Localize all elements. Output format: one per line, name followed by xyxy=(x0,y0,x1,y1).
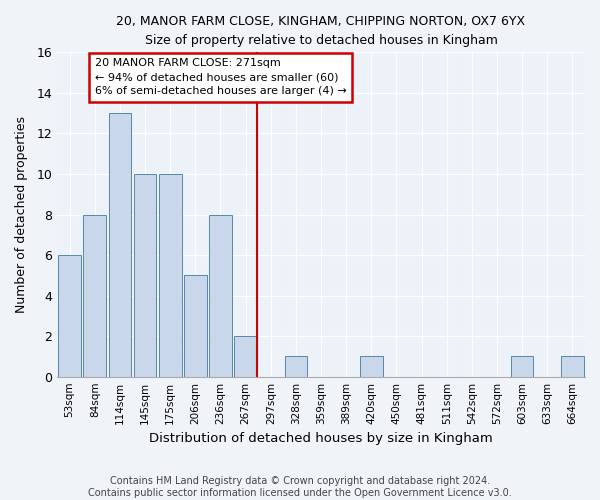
Bar xyxy=(561,356,584,376)
Text: 20 MANOR FARM CLOSE: 271sqm
← 94% of detached houses are smaller (60)
6% of semi: 20 MANOR FARM CLOSE: 271sqm ← 94% of det… xyxy=(95,58,347,96)
Bar xyxy=(58,255,81,376)
Bar xyxy=(511,356,533,376)
Bar xyxy=(83,214,106,376)
X-axis label: Distribution of detached houses by size in Kingham: Distribution of detached houses by size … xyxy=(149,432,493,445)
Bar xyxy=(209,214,232,376)
Bar xyxy=(284,356,307,376)
Bar xyxy=(134,174,157,376)
Text: Contains HM Land Registry data © Crown copyright and database right 2024.
Contai: Contains HM Land Registry data © Crown c… xyxy=(88,476,512,498)
Bar xyxy=(360,356,383,376)
Bar xyxy=(109,113,131,376)
Bar xyxy=(159,174,182,376)
Y-axis label: Number of detached properties: Number of detached properties xyxy=(15,116,28,313)
Bar xyxy=(235,336,257,376)
Title: 20, MANOR FARM CLOSE, KINGHAM, CHIPPING NORTON, OX7 6YX
Size of property relativ: 20, MANOR FARM CLOSE, KINGHAM, CHIPPING … xyxy=(116,15,526,47)
Bar xyxy=(184,276,206,376)
